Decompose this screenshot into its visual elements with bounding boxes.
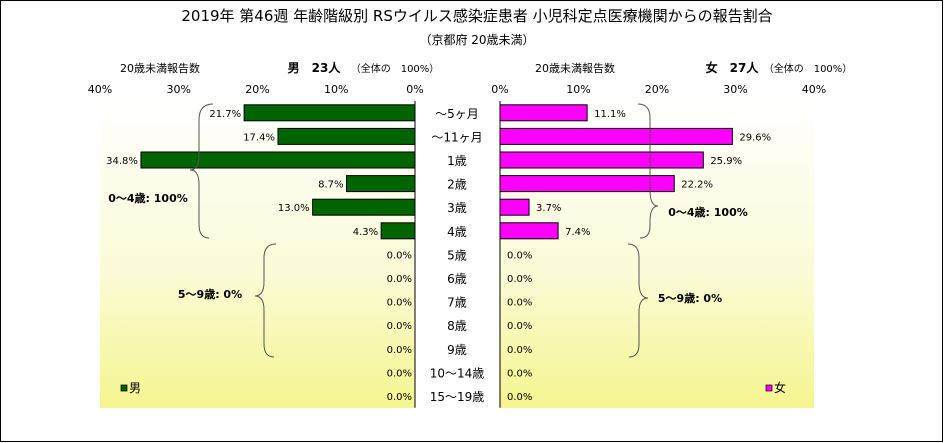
female-brace-5-9 <box>627 243 649 358</box>
male-data-label: 8.7% <box>318 180 343 191</box>
female-legend: 女 <box>765 380 786 395</box>
male-data-label: 4.3% <box>353 227 378 238</box>
female-axis-title: 20歳未満報告数 <box>535 62 615 75</box>
male-plot-area <box>100 101 415 408</box>
female-legend-swatch <box>765 384 773 392</box>
female-bar <box>499 222 559 240</box>
bars: 21.7% 11.1% 17.4% 29.6% 34.8% 25.9% 8.7% 22.2% 1… <box>106 101 771 408</box>
male-header: 男 23人 <box>288 60 342 75</box>
female-brace-label-0-4: 0～4歳: 100% <box>668 205 748 219</box>
male-tick-label: 0% <box>406 83 423 96</box>
male-header-note: （全体の 100%） <box>351 62 440 75</box>
male-data-label: 0.0% <box>387 392 412 403</box>
female-data-label: 0.0% <box>507 274 532 285</box>
male-tick-label: 20% <box>245 83 269 96</box>
male-tick-label: 30% <box>167 83 191 96</box>
male-data-label: 0.0% <box>387 274 412 285</box>
male-brace-0-4 <box>189 103 214 239</box>
female-bar <box>499 175 675 193</box>
male-brace-label-0-4: 0～4歳: 100% <box>108 191 188 205</box>
male-tick-label: 10% <box>324 83 348 96</box>
chart-subtitle: （京都府 20歳未満） <box>419 32 534 47</box>
tick-labels: 40% 30% 20% 10% 0% 0% 10% 20% 30% 40% <box>88 83 826 96</box>
category-labels: ～5ヶ月 ～11ヶ月 1歳 2歳 3歳 4歳 5歳 6歳 7歳 8歳 9歳 10～14歳 15～19歳 <box>430 107 485 404</box>
male-legend-swatch <box>120 384 128 392</box>
male-data-label: 34.8% <box>106 156 138 167</box>
male-bar <box>243 104 416 122</box>
female-data-label: 0.0% <box>507 368 532 379</box>
category-label: ～11ヶ月 <box>431 130 482 144</box>
female-data-label: 29.6% <box>739 132 771 143</box>
female-tick-label: 40% <box>802 83 826 96</box>
male-legend-label: 男 <box>129 381 141 395</box>
category-label: 6歳 <box>447 272 467 286</box>
female-brace-label-5-9: 5～9歳: 0% <box>658 291 722 305</box>
female-bar <box>499 151 704 169</box>
male-bar <box>140 151 416 169</box>
male-legend: 男 <box>120 381 141 395</box>
female-data-label: 3.7% <box>536 203 561 214</box>
chart-title: 2019年 第46週 年齢階級別 RSウイルス感染症患者 小児科定点医療機関から… <box>181 7 772 25</box>
female-data-label: 22.2% <box>681 180 713 191</box>
female-data-label: 0.0% <box>507 250 532 261</box>
category-label: 10～14歳 <box>430 366 485 380</box>
female-tick-label: 10% <box>566 83 590 96</box>
category-label: ～5ヶ月 <box>435 107 479 121</box>
category-label: 7歳 <box>447 296 467 310</box>
female-header-note: （全体の 100%） <box>764 62 853 75</box>
male-data-label: 0.0% <box>387 368 412 379</box>
female-tick-label: 20% <box>645 83 669 96</box>
female-data-label: 0.0% <box>507 321 532 332</box>
male-brace-label-5-9: 5～9歳: 0% <box>178 287 242 301</box>
female-data-label: 0.0% <box>507 298 532 309</box>
category-label: 1歳 <box>447 154 467 168</box>
male-bar <box>380 222 416 240</box>
female-bar <box>499 198 530 216</box>
male-data-label: 0.0% <box>387 250 412 261</box>
male-data-label: 21.7% <box>209 109 241 120</box>
female-data-label: 11.1% <box>594 109 626 120</box>
male-bar <box>312 198 416 216</box>
male-axis-title: 20歳未満報告数 <box>120 62 200 75</box>
male-data-label: 13.0% <box>278 203 310 214</box>
male-bar <box>277 127 416 145</box>
category-label: 2歳 <box>447 178 467 192</box>
female-data-label: 0.0% <box>507 392 532 403</box>
female-tick-label: 30% <box>723 83 747 96</box>
female-data-label: 0.0% <box>507 345 532 356</box>
male-data-label: 0.0% <box>387 321 412 332</box>
category-label: 15～19歳 <box>430 390 485 404</box>
category-label: 3歳 <box>447 201 467 215</box>
female-legend-label: 女 <box>774 380 786 395</box>
category-label: 9歳 <box>447 343 467 357</box>
female-bar <box>499 127 733 145</box>
male-tick-label: 40% <box>88 83 112 96</box>
male-brace-5-9 <box>254 243 277 358</box>
category-label: 4歳 <box>447 225 467 239</box>
brace-shapes <box>189 103 659 358</box>
male-data-label: 0.0% <box>387 298 412 309</box>
female-bar <box>499 104 588 122</box>
female-brace-0-4 <box>637 103 659 239</box>
male-data-label: 0.0% <box>387 345 412 356</box>
female-tick-label: 0% <box>491 83 508 96</box>
male-data-label: 17.4% <box>243 132 275 143</box>
category-label: 8歳 <box>447 319 467 333</box>
category-label: 5歳 <box>447 248 467 262</box>
male-bar <box>345 175 416 193</box>
female-plot-area <box>500 101 814 408</box>
female-header: 女 27人 <box>706 60 760 75</box>
female-data-label: 7.4% <box>565 227 590 238</box>
female-data-label: 25.9% <box>710 156 742 167</box>
